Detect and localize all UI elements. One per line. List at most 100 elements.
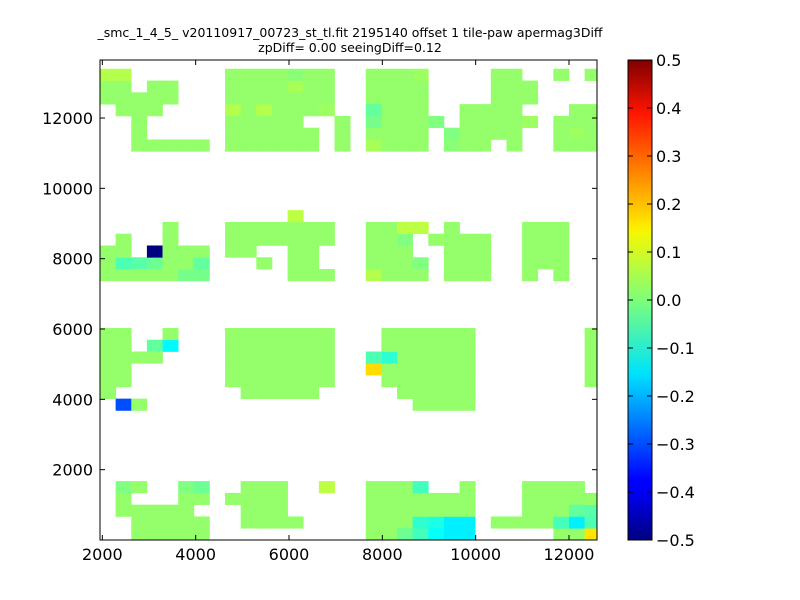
heatmap-cell <box>240 386 257 399</box>
heatmap-cell <box>131 481 148 494</box>
heatmap-cell <box>318 375 335 388</box>
heatmap-cell <box>459 339 476 352</box>
heatmap-cell <box>522 233 539 246</box>
y-tick-label: 12000 <box>42 109 93 128</box>
heatmap-cell <box>412 516 429 529</box>
heatmap-cell <box>256 257 273 270</box>
heatmap-cell <box>271 351 288 364</box>
heatmap-cell <box>443 398 460 411</box>
heatmap-cell <box>584 492 598 506</box>
heatmap-cell <box>553 127 570 140</box>
heatmap-cell <box>162 139 179 152</box>
heatmap-cell <box>365 245 382 258</box>
heatmap-cells <box>100 68 598 541</box>
heatmap-cell <box>428 327 445 341</box>
heatmap-cell <box>146 245 163 258</box>
heatmap-cell <box>225 245 242 258</box>
heatmap-cell <box>506 115 523 129</box>
heatmap-cell <box>459 504 476 517</box>
heatmap-cell <box>287 210 304 223</box>
heatmap-cell <box>522 245 539 258</box>
heatmap-cell <box>553 516 570 529</box>
x-tick-label: 2000 <box>82 545 123 564</box>
heatmap-cell <box>365 104 382 117</box>
heatmap-cell <box>240 516 257 529</box>
heatmap-cell <box>397 245 414 258</box>
heatmap-cell <box>303 257 320 270</box>
heatmap-cell <box>459 363 476 376</box>
heatmap-cell <box>381 528 398 541</box>
heatmap-cell <box>412 481 429 494</box>
heatmap-cell <box>271 363 288 376</box>
heatmap-cell <box>537 245 554 258</box>
heatmap-cell <box>475 257 492 270</box>
heatmap-cell <box>131 516 148 529</box>
heatmap-cell <box>412 269 429 282</box>
heatmap-cell <box>412 492 429 506</box>
heatmap-cell <box>193 269 210 282</box>
heatmap-cell <box>381 492 398 506</box>
heatmap-cell <box>146 504 163 517</box>
heatmap-cell <box>162 257 179 270</box>
colorbar-ticks: 0.5 0.4 0.3 0.2 0.1 0.0 −0.1 −0.2 −0.3 −0.4 −0.5 <box>628 51 695 550</box>
heatmap-cell <box>459 269 476 282</box>
heatmap-cell <box>115 351 132 364</box>
heatmap-cell <box>412 127 429 140</box>
heatmap-cell <box>365 257 382 270</box>
heatmap-cell <box>100 363 116 376</box>
heatmap-cell <box>318 221 335 235</box>
heatmap-cell <box>569 104 585 117</box>
heatmap-cell <box>522 504 539 517</box>
heatmap-cell <box>459 327 476 341</box>
heatmap-cell <box>287 233 304 246</box>
heatmap-cell <box>318 80 335 93</box>
heatmap-cell <box>318 269 335 282</box>
heatmap-cell <box>397 115 414 129</box>
heatmap-cell <box>412 68 429 81</box>
heatmap-cell <box>584 339 598 352</box>
heatmap-cell <box>443 504 460 517</box>
heatmap-cell <box>584 351 598 364</box>
plot-frame <box>99 59 598 541</box>
heatmap-cell <box>459 127 476 140</box>
heatmap-cell <box>100 339 116 352</box>
heatmap-cell <box>256 104 273 117</box>
heatmap-cell <box>287 375 304 388</box>
heatmap-cell <box>146 104 163 117</box>
heatmap-cell <box>131 115 148 129</box>
heatmap-cell <box>193 492 210 506</box>
heatmap-cell <box>412 363 429 376</box>
heatmap-cell <box>225 92 242 105</box>
heatmap-cell <box>131 269 148 282</box>
heatmap-cell <box>240 139 257 152</box>
heatmap-cell <box>256 139 273 152</box>
heatmap-cell <box>381 351 398 364</box>
heatmap-cell <box>303 245 320 258</box>
heatmap-cell <box>381 127 398 140</box>
heatmap-cell <box>381 233 398 246</box>
heatmap-cell <box>412 257 429 270</box>
heatmap-cell <box>240 339 257 352</box>
heatmap-cell <box>271 115 288 129</box>
heatmap-cell <box>115 269 132 282</box>
chart-title: _smc_1_4_5_ v20110917_00723_st_tl.fit 21… <box>97 25 603 40</box>
heatmap-cell <box>240 221 257 235</box>
heatmap-cell <box>271 504 288 517</box>
heatmap-cell <box>131 398 148 411</box>
heatmap-cell <box>397 269 414 282</box>
heatmap-cell <box>569 492 585 506</box>
heatmap-cell <box>131 104 148 117</box>
heatmap-cell <box>225 139 242 152</box>
heatmap-cell <box>397 386 414 399</box>
heatmap-cell <box>256 92 273 105</box>
heatmap-cell <box>240 233 257 246</box>
heatmap-cell <box>584 127 598 140</box>
heatmap-cell <box>256 363 273 376</box>
heatmap-cell <box>443 127 460 140</box>
colorbar-tick-label: 0.3 <box>656 147 681 166</box>
heatmap-cell <box>318 339 335 352</box>
heatmap-cell <box>318 481 335 494</box>
heatmap-cell <box>225 375 242 388</box>
x-axis-ticks: 2000 4000 6000 8000 10000 12000 <box>82 60 594 564</box>
heatmap-cell <box>162 233 179 246</box>
